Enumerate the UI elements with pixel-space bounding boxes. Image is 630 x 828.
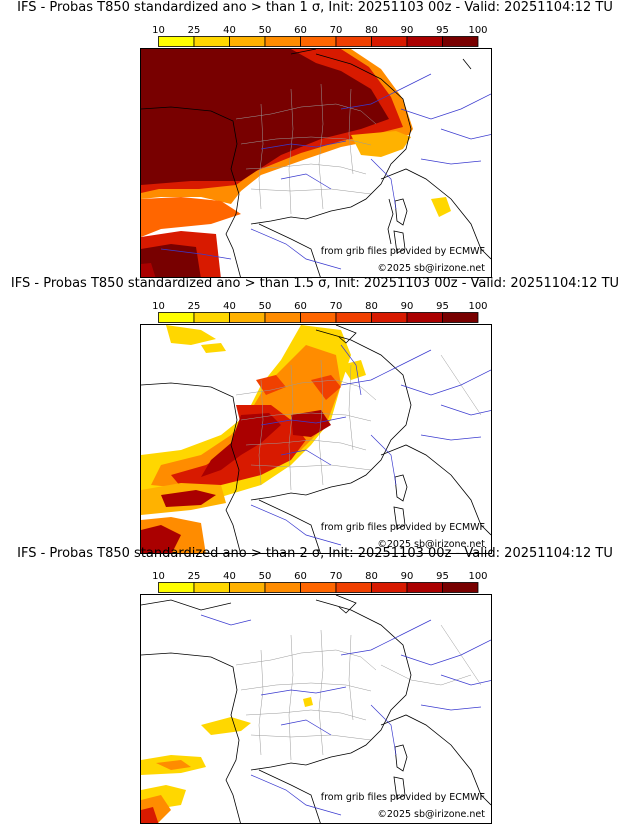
probability-map: from grib files provided by ECMWF ©2025 … <box>140 48 492 278</box>
colorbar-tick-label: 10 <box>152 25 165 36</box>
panel-title: IFS - Probas T850 standardized ano > tha… <box>10 276 620 291</box>
map-svg <box>141 595 491 823</box>
colorbar-swatch <box>442 582 479 593</box>
admin-borders <box>235 354 482 491</box>
colorbar: 10 25 40 50 60 70 80 90 95 100 <box>152 570 488 598</box>
colorbar-tick-label: 80 <box>365 571 378 582</box>
colorbar-tick-label: 80 <box>365 301 378 312</box>
colorbar-swatch <box>158 36 195 47</box>
islands <box>393 474 408 530</box>
colorbar-swatch <box>264 36 301 47</box>
colorbar-tick-label: 25 <box>188 25 201 36</box>
panel-1-5sigma: IFS - Probas T850 standardized ano > tha… <box>0 276 630 554</box>
colorbar-swatch <box>300 582 337 593</box>
coastline <box>141 595 491 823</box>
colorbar-tick-label: 90 <box>401 571 414 582</box>
colorbar-tick-label: 60 <box>294 571 307 582</box>
copyright-credit: ©2025 sb@irizone.net <box>377 263 485 274</box>
copyright-credit: ©2025 sb@irizone.net <box>377 539 485 550</box>
probability-field <box>141 325 366 553</box>
colorbar: 10 25 40 50 60 70 80 90 95 100 <box>152 300 488 328</box>
colorbar-swatch <box>371 36 408 47</box>
islands <box>393 744 408 800</box>
colorbar-tick-label: 90 <box>401 25 414 36</box>
colorbar-tick-label: 95 <box>436 25 449 36</box>
colorbar-tick-label: 70 <box>330 25 343 36</box>
colorbar-swatch <box>406 36 443 47</box>
colorbar-tick-label: 25 <box>188 301 201 312</box>
colorbar-tick-label: 95 <box>436 571 449 582</box>
colorbar-swatch <box>193 36 230 47</box>
colorbar-swatch <box>335 36 372 47</box>
colorbar-tick-label: 10 <box>152 301 165 312</box>
map-svg <box>141 49 491 277</box>
colorbar-tick-label: 40 <box>223 301 236 312</box>
colorbar-swatch <box>442 312 479 323</box>
colorbar-tick-label: 60 <box>294 25 307 36</box>
colorbar-tick-label: 95 <box>436 301 449 312</box>
data-source-credit: from grib files provided by ECMWF <box>320 522 485 533</box>
colorbar-swatch <box>229 312 266 323</box>
colorbar-swatch <box>335 582 372 593</box>
colorbar-swatch <box>371 312 408 323</box>
colorbar-tick-label: 100 <box>468 301 487 312</box>
admin-borders <box>235 83 377 215</box>
colorbar-swatch <box>300 312 337 323</box>
panel-title: IFS - Probas T850 standardized ano > tha… <box>17 546 613 561</box>
panel-1sigma: IFS - Probas T850 standardized ano > tha… <box>0 0 630 278</box>
probability-map: from grib files provided by ECMWF ©2025 … <box>140 324 492 554</box>
colorbar-tick-label: 60 <box>294 301 307 312</box>
colorbar-swatch <box>229 36 266 47</box>
rivers <box>160 73 491 270</box>
colorbar-swatch <box>193 312 230 323</box>
colorbar: 10 25 40 50 60 70 80 90 95 100 <box>152 24 488 52</box>
colorbar-tick-label: 70 <box>330 571 343 582</box>
probability-field <box>141 697 313 823</box>
colorbar-swatch <box>264 312 301 323</box>
panel-title: IFS - Probas T850 standardized ano > tha… <box>17 0 613 15</box>
copyright-credit: ©2025 sb@irizone.net <box>377 809 485 820</box>
colorbar-swatch <box>193 582 230 593</box>
colorbar-tick-label: 90 <box>401 301 414 312</box>
coastline <box>141 49 491 277</box>
map-svg <box>141 325 491 553</box>
data-source-credit: from grib files provided by ECMWF <box>320 246 485 257</box>
colorbar-swatch <box>158 582 195 593</box>
colorbar-tick-label: 25 <box>188 571 201 582</box>
colorbar-tick-label: 50 <box>259 301 272 312</box>
colorbar-tick-label: 50 <box>259 25 272 36</box>
colorbar-tick-label: 40 <box>223 571 236 582</box>
colorbar-tick-label: 80 <box>365 25 378 36</box>
rivers <box>250 344 491 546</box>
colorbar-swatch <box>229 582 266 593</box>
colorbar-swatch <box>158 312 195 323</box>
colorbar-swatch <box>300 36 337 47</box>
data-source-credit: from grib files provided by ECMWF <box>320 792 485 803</box>
panel-2sigma: IFS - Probas T850 standardized ano > tha… <box>0 546 630 824</box>
colorbar-tick-label: 100 <box>468 571 487 582</box>
colorbar-svg: 10 25 40 50 60 70 80 90 95 100 <box>152 25 488 47</box>
coastline <box>141 325 491 553</box>
colorbar-swatch <box>406 582 443 593</box>
probability-field <box>141 49 451 277</box>
colorbar-tick-label: 10 <box>152 571 165 582</box>
colorbar-swatch <box>442 36 479 47</box>
colorbar-swatch <box>335 312 372 323</box>
colorbar-tick-label: 40 <box>223 25 236 36</box>
colorbar-tick-label: 50 <box>259 571 272 582</box>
probability-map: from grib files provided by ECMWF ©2025 … <box>140 594 492 824</box>
colorbar-svg: 10 25 40 50 60 70 80 90 95 100 <box>152 301 488 323</box>
admin-borders <box>235 624 482 761</box>
colorbar-tick-label: 70 <box>330 301 343 312</box>
rivers <box>200 614 491 816</box>
colorbar-swatch <box>406 312 443 323</box>
colorbar-swatch <box>371 582 408 593</box>
colorbar-swatch <box>264 582 301 593</box>
islands <box>393 58 472 254</box>
colorbar-svg: 10 25 40 50 60 70 80 90 95 100 <box>152 571 488 593</box>
colorbar-tick-label: 100 <box>468 25 487 36</box>
